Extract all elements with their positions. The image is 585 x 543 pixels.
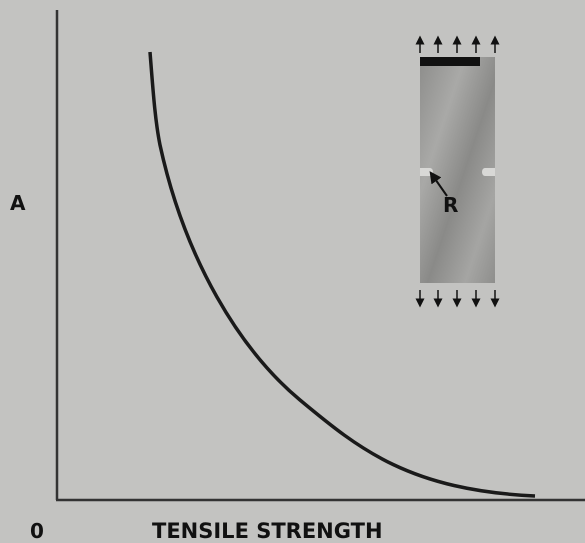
specimen-grip (420, 57, 480, 66)
curve (148, 51, 536, 498)
y-axis-label: A (10, 191, 26, 215)
origin-label: 0 (30, 519, 44, 543)
specimen: R (415, 35, 500, 308)
tension-arrows (415, 35, 500, 308)
notch-label: R (443, 193, 458, 217)
notch (482, 168, 495, 176)
x-axis-label: TENSILE STRENGTH (152, 519, 383, 543)
notch (420, 168, 433, 176)
leader-line (429, 171, 448, 197)
